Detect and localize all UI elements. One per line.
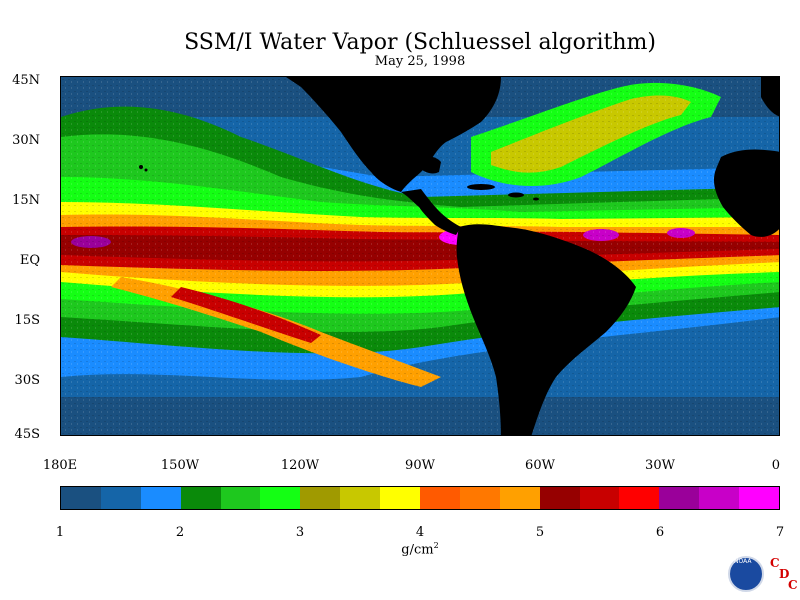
map-svg [61, 77, 779, 435]
landmass-south-america [456, 224, 636, 435]
colorbar-segment-7 [300, 487, 341, 509]
lon-label-60w: 60W [525, 458, 555, 473]
colorbar-unit-exponent: 2 [433, 541, 439, 550]
landmass-puerto-rico [533, 197, 539, 201]
colorbar-segment-16 [659, 487, 700, 509]
noaa-logo-text: NOAA [734, 558, 752, 565]
colorbar-segment-8 [340, 487, 381, 509]
lon-label-30w: 30W [645, 458, 675, 473]
colorbar-segment-6 [260, 487, 301, 509]
colorbar-tick-6: 6 [655, 525, 665, 540]
landmass-hispaniola [508, 192, 524, 198]
cdc-letter-c2: C [788, 578, 798, 592]
lat-label-45n: 45N [12, 73, 40, 88]
colorbar-segment-12 [499, 487, 540, 509]
colorbar-tick-5: 5 [535, 525, 545, 540]
colorbar-segment-9 [380, 487, 421, 509]
lat-label-30s: 30S [14, 373, 40, 388]
colorbar-segment-5 [220, 487, 261, 509]
lon-label-90w: 90W [405, 458, 435, 473]
colorbar-segment-18 [739, 487, 780, 509]
colorbar-segment-11 [459, 487, 500, 509]
chart-date: May 25, 1998 [374, 54, 466, 69]
colorbar-tick-3: 3 [295, 525, 305, 540]
colorbar-segment-10 [420, 487, 460, 509]
lon-label-0: 0 [771, 458, 780, 473]
lat-label-45s: 45S [14, 427, 40, 442]
cdc-letter-d: D [779, 567, 790, 581]
colorbar-segment-2 [100, 487, 141, 509]
colorbar-tick-4: 4 [415, 525, 425, 540]
lat-label-15s: 15S [14, 313, 40, 328]
colorbar-tick-2: 2 [175, 525, 185, 540]
colorbar-tick-7: 7 [775, 525, 785, 540]
landmass-hawaii-2 [144, 168, 148, 172]
landmass-florida [421, 156, 441, 174]
colorbar-tick-1: 1 [55, 525, 65, 540]
lat-label-30n: 30N [12, 133, 40, 148]
colorbar-segment-13 [539, 487, 580, 509]
chart-title: SSM/I Water Vapor (Schluessel algorithm) [184, 30, 656, 55]
lon-label-150w: 150W [160, 458, 200, 473]
lon-label-120w: 120W [280, 458, 320, 473]
landmass-hawaii-1 [139, 165, 143, 169]
colorbar-segment-17 [699, 487, 740, 509]
colorbar-segment-15 [619, 487, 660, 509]
colorbar-unit-text: g/cm [401, 542, 434, 558]
colorbar-segment-1 [61, 487, 101, 509]
landmass-north-america [286, 77, 501, 192]
color-scale-bar [60, 486, 780, 510]
landmass-central-america [401, 189, 461, 235]
lon-label-180e: 180E [42, 458, 78, 473]
colorbar-segment-3 [140, 487, 181, 509]
colorbar-unit: g/cm2 [380, 541, 460, 557]
landmass-africa [714, 149, 779, 237]
lat-label-15n: 15N [12, 193, 40, 208]
water-vapor-map [60, 76, 780, 436]
colorbar-segment-4 [180, 487, 221, 509]
colorbar-segment-14 [579, 487, 620, 509]
noaa-logo-icon [728, 556, 764, 592]
lat-label-eq: EQ [19, 253, 40, 268]
cdc-letter-c1: C [770, 556, 780, 570]
landmass-europe [761, 77, 779, 117]
landmass-cuba [467, 184, 495, 190]
